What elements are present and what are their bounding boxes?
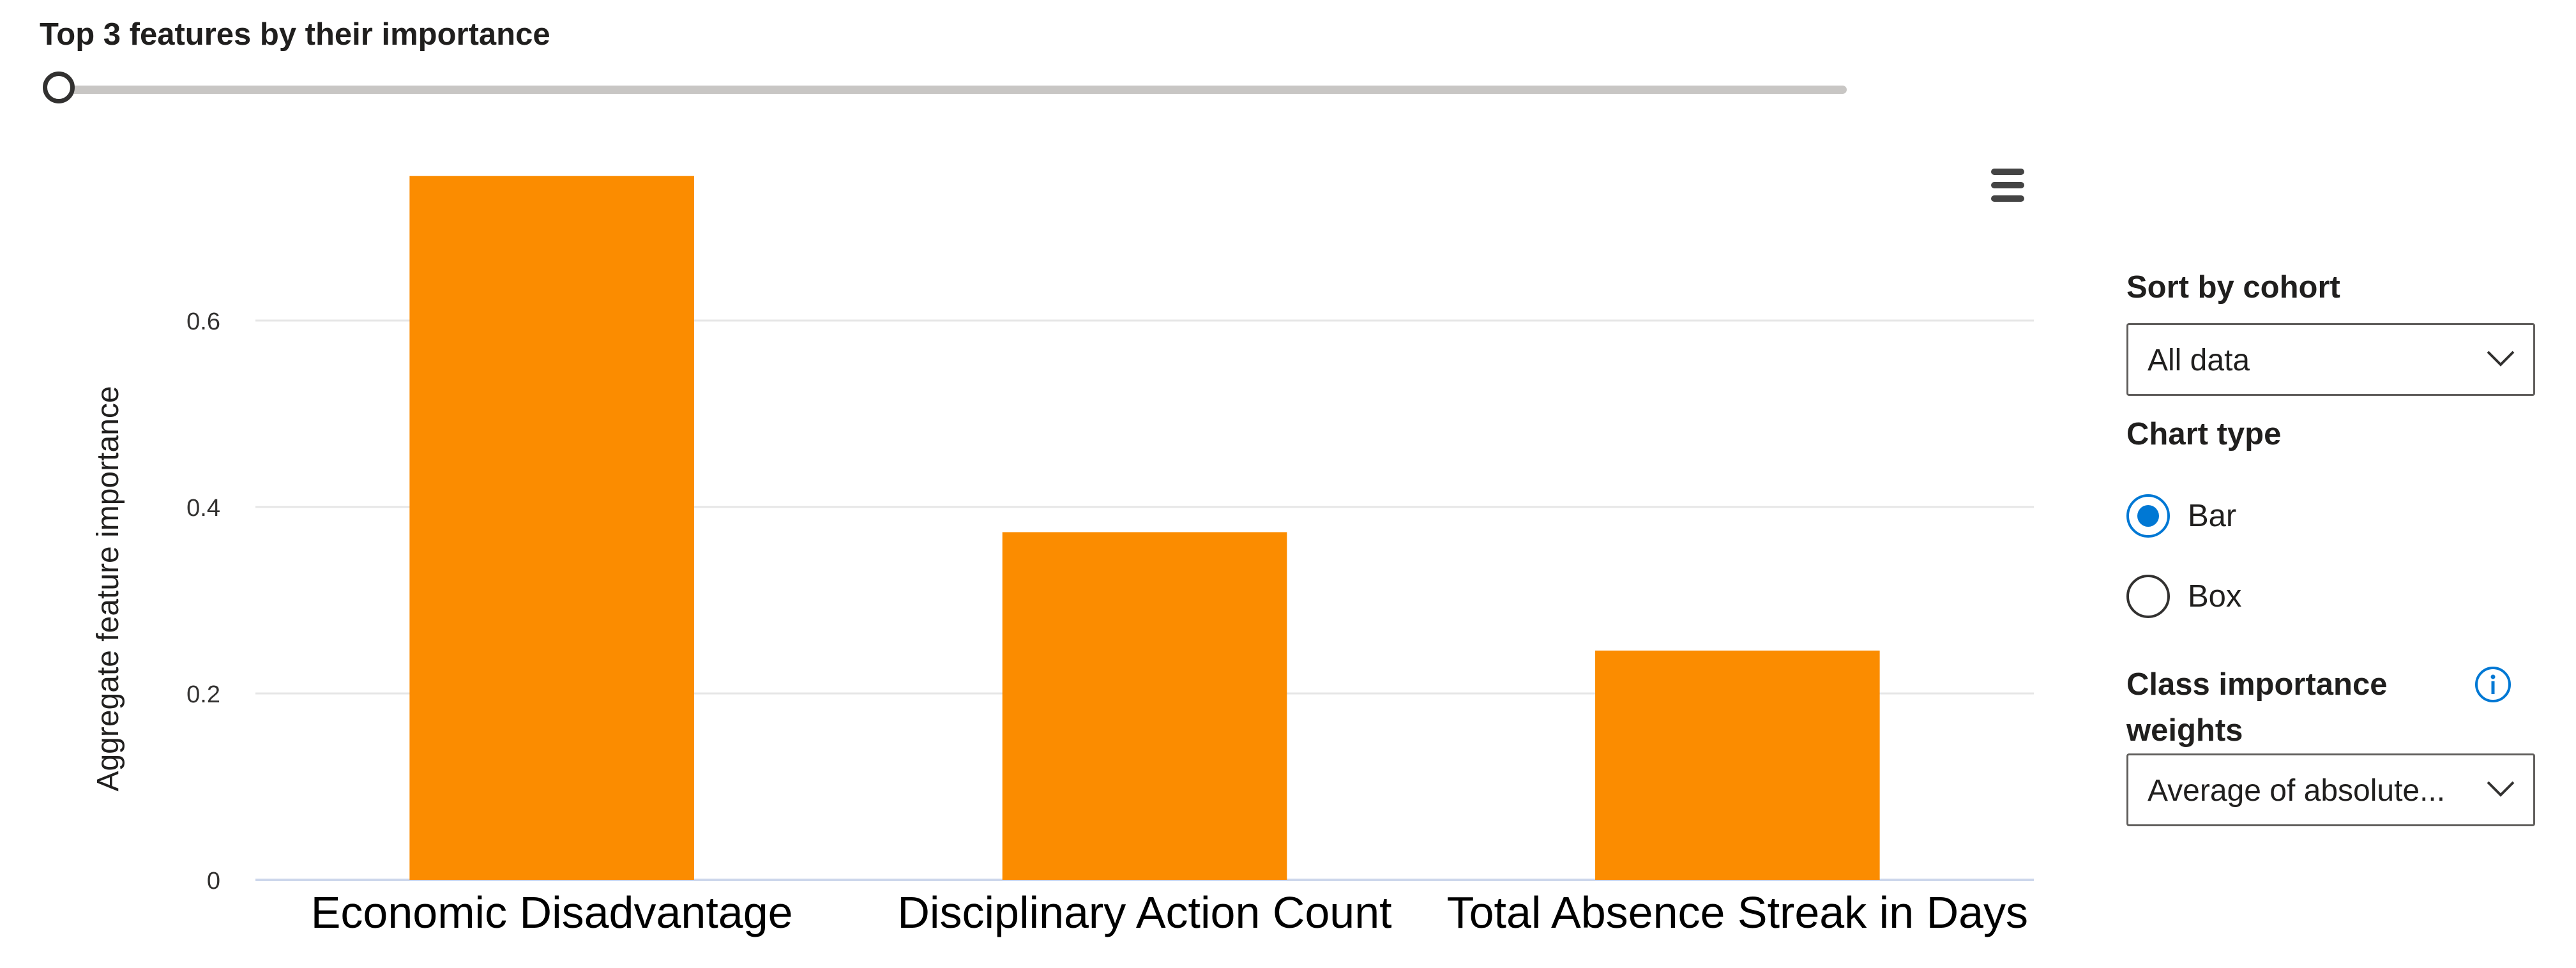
class-importance-weights-label-line2: weights bbox=[2126, 713, 2243, 748]
sort-by-cohort-label: Sort by cohort bbox=[2126, 270, 2340, 305]
slider-track[interactable] bbox=[59, 86, 1847, 94]
feature-importance-chart: 0 0.2 0.4 0.6 Economic Disadvantage Disciplin… bbox=[91, 176, 2034, 937]
info-icon[interactable] bbox=[2474, 665, 2512, 704]
slider-title: Top 3 features by their importance bbox=[40, 17, 550, 52]
bar-1[interactable] bbox=[409, 176, 694, 881]
hamburger-menu-icon bbox=[1991, 169, 2024, 175]
x-category-label: Total Absence Streak in Days bbox=[1447, 888, 2028, 937]
y-tick-label: 0.2 bbox=[186, 681, 220, 708]
y-axis-title: Aggregate feature importance bbox=[91, 386, 125, 791]
radio-bar-dot bbox=[2137, 505, 2159, 527]
bar-2[interactable] bbox=[1002, 532, 1287, 880]
y-tick-label: 0.4 bbox=[186, 495, 220, 522]
bar-3[interactable] bbox=[1595, 650, 1880, 880]
feature-count-slider[interactable] bbox=[43, 72, 1847, 110]
chevron-down-icon bbox=[2487, 781, 2515, 797]
radio-bar-label[interactable]: Bar bbox=[2188, 499, 2237, 533]
y-tick-label: 0.6 bbox=[186, 308, 220, 335]
sort-by-cohort-dropdown[interactable]: All data bbox=[2126, 323, 2535, 396]
hamburger-menu-icon bbox=[1991, 182, 2024, 188]
x-category-label: Disciplinary Action Count bbox=[897, 888, 1391, 937]
chart-menu-button[interactable] bbox=[1987, 165, 2028, 206]
hamburger-menu-icon bbox=[1991, 195, 2024, 202]
slider-thumb[interactable] bbox=[43, 72, 75, 103]
radio-box-circle[interactable] bbox=[2126, 575, 2170, 618]
class-importance-weights-value: Average of absolute... bbox=[2148, 774, 2446, 808]
class-importance-weights-label-line1: Class importance bbox=[2126, 667, 2388, 702]
chart-type-label: Chart type bbox=[2126, 417, 2282, 451]
x-category-label: Economic Disadvantage bbox=[311, 888, 793, 937]
radio-bar-circle[interactable] bbox=[2126, 494, 2170, 538]
class-importance-weights-dropdown[interactable]: Average of absolute... bbox=[2126, 753, 2535, 826]
sort-by-cohort-value: All data bbox=[2148, 344, 2250, 377]
chevron-down-icon bbox=[2487, 351, 2515, 367]
y-tick-label: 0 bbox=[207, 868, 220, 895]
radio-box-label[interactable]: Box bbox=[2188, 579, 2242, 614]
